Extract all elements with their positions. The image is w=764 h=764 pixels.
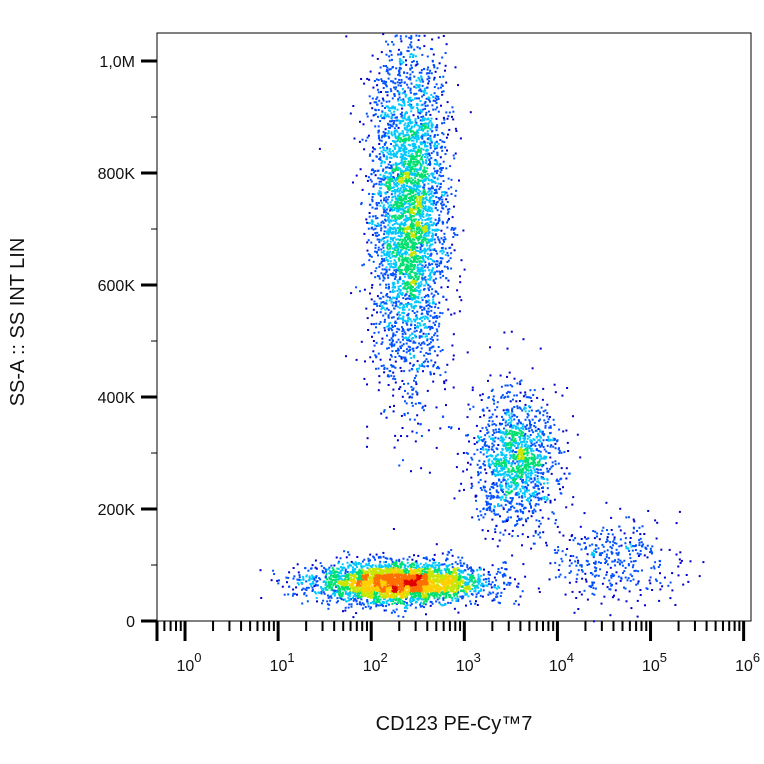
plot-area bbox=[156, 32, 752, 622]
x-tick-label: 103 bbox=[456, 650, 481, 675]
y-tick-label: 1,0M bbox=[99, 54, 135, 71]
x-tick-label: 106 bbox=[735, 650, 760, 675]
y-tick-label: 0 bbox=[126, 614, 135, 631]
x-axis-ticks bbox=[155, 621, 746, 641]
x-tick-label: 105 bbox=[642, 650, 667, 675]
y-axis-tick-labels: 0 200K 400K 600K 800K 1,0M bbox=[98, 54, 136, 631]
x-tick-label: 100 bbox=[177, 650, 202, 675]
x-tick-label: 102 bbox=[363, 650, 388, 675]
y-tick-label: 800K bbox=[98, 166, 136, 183]
x-tick-label: 104 bbox=[549, 650, 574, 675]
y-axis-title: SS-A :: SS INT LIN bbox=[7, 238, 29, 407]
data-points bbox=[259, 33, 705, 623]
x-axis-tick-labels: 100 101 102 103 104 105 106 bbox=[177, 650, 761, 675]
y-axis-ticks bbox=[141, 59, 157, 623]
x-axis-title: CD123 PE-Cy™7 bbox=[376, 713, 533, 735]
y-tick-label: 200K bbox=[98, 502, 136, 519]
y-tick-label: 600K bbox=[98, 278, 136, 295]
x-tick-label: 101 bbox=[270, 650, 295, 675]
y-tick-label: 400K bbox=[98, 390, 136, 407]
